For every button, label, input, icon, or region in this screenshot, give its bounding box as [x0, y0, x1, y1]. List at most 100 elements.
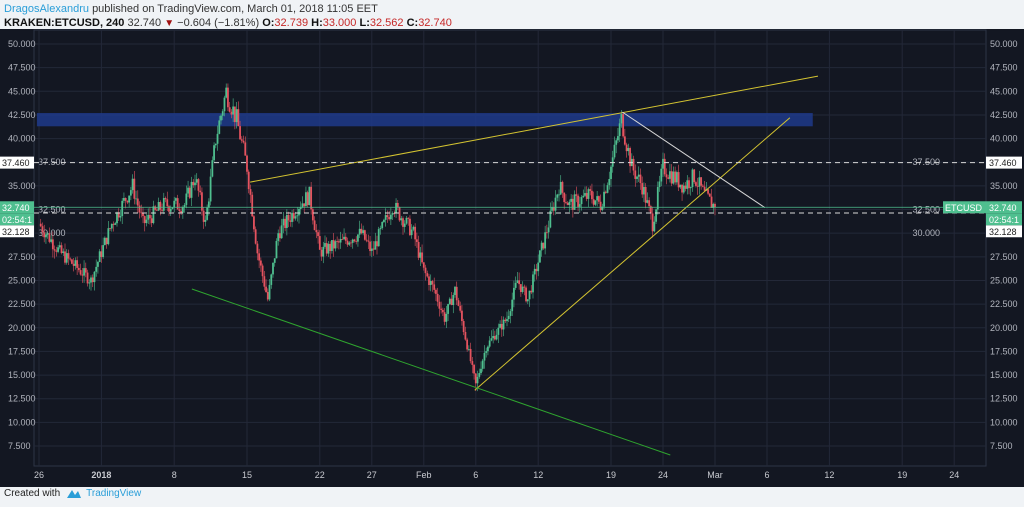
candle-body	[551, 207, 553, 211]
y-tick-label-right: 7.500	[990, 441, 1013, 451]
candle-body	[154, 206, 157, 210]
candle-body	[516, 280, 519, 284]
candle-body	[552, 207, 555, 211]
candle-body	[275, 240, 278, 259]
y-tick-label-right: 15.000	[990, 370, 1018, 380]
candle-body	[485, 351, 488, 353]
candle-body	[681, 184, 683, 193]
candle-body	[294, 216, 297, 219]
candle-body	[39, 223, 42, 227]
candle-body	[414, 226, 417, 240]
candle-body	[648, 200, 651, 207]
candle-body	[454, 286, 456, 296]
candle-body	[272, 262, 274, 275]
candle-body	[133, 178, 136, 199]
author-link[interactable]: DragosAlexandru	[4, 3, 89, 15]
y-tick-label-left: 7.500	[8, 441, 31, 451]
candle-body	[417, 241, 420, 258]
candle-body	[214, 143, 217, 146]
candle-body	[259, 260, 262, 266]
candle-body	[173, 200, 176, 208]
candle-body	[240, 139, 243, 141]
candle-body	[530, 290, 533, 293]
price-chart[interactable]: 50.000 50.000 47.500 47.500 45.000 45.000 42.5…	[0, 29, 1024, 487]
candle-body	[298, 208, 300, 216]
candle-body	[487, 346, 489, 352]
x-tick-label: 15	[242, 470, 252, 480]
candle-body	[249, 189, 252, 195]
candle-body	[554, 197, 557, 211]
candle-body	[396, 202, 399, 208]
candle-body	[157, 201, 160, 211]
price-label-right: 32.128	[989, 227, 1017, 237]
candle-body	[306, 192, 309, 206]
candle-body	[518, 280, 521, 285]
candle-body	[105, 237, 108, 245]
candle-body	[577, 195, 579, 207]
candle-body	[447, 304, 449, 314]
candle-body	[204, 219, 207, 222]
candle-body	[620, 114, 623, 124]
last-price-label-right: 32.740	[989, 203, 1017, 213]
candle-body	[665, 174, 668, 178]
candle-body	[218, 120, 221, 134]
candle-body	[109, 228, 111, 229]
candle-body	[649, 206, 652, 214]
candle-body	[143, 216, 146, 224]
candle-body	[504, 319, 507, 322]
candle-body	[544, 232, 547, 249]
candle-body	[506, 319, 508, 322]
candle-body	[332, 240, 335, 249]
candle-body	[528, 290, 531, 300]
candle-body	[643, 187, 645, 195]
y-tick-label-right: 12.500	[990, 394, 1018, 404]
candle-body	[601, 206, 604, 211]
candle-body	[202, 210, 205, 222]
candle-body	[291, 212, 293, 222]
candle-body	[164, 198, 167, 200]
candle-body	[686, 180, 689, 189]
candle-body	[660, 168, 663, 182]
symbol-tag-bg	[943, 201, 986, 214]
candle-body	[341, 238, 344, 240]
tradingview-link[interactable]: TradingView	[66, 488, 141, 499]
y-tick-label-left: 12.500	[8, 394, 36, 404]
last-price-bg-right	[986, 201, 1022, 214]
candle-body	[395, 202, 397, 214]
candle-body	[655, 209, 657, 222]
candle-body	[402, 218, 404, 227]
chart-canvas[interactable]: 50.000 50.000 47.500 47.500 45.000 45.000 42.5…	[0, 29, 1024, 487]
candle-body	[178, 209, 181, 212]
candle-body	[672, 171, 675, 184]
candle-body	[363, 230, 366, 240]
candle-body	[663, 158, 666, 175]
candle-body	[322, 246, 325, 257]
candle-body	[493, 335, 496, 340]
candle-body	[140, 212, 143, 214]
x-tick-label: 24	[658, 470, 668, 480]
candle-body	[185, 193, 188, 205]
candle-body	[100, 251, 103, 257]
candle-body	[604, 191, 607, 193]
candle-body	[608, 179, 611, 186]
candle-body	[478, 373, 481, 377]
x-tick-label: 19	[606, 470, 616, 480]
candle-body	[700, 177, 703, 186]
candle-body	[123, 198, 125, 201]
candle-body	[142, 212, 144, 217]
close-label: C:	[406, 17, 419, 29]
trend-line	[622, 111, 766, 209]
candle-body	[684, 185, 687, 189]
high-value: 33.000	[322, 17, 357, 29]
candle-body	[239, 126, 241, 140]
y-tick-label-left: 20.000	[8, 323, 36, 333]
candle-body	[168, 206, 170, 212]
candle-body	[51, 239, 54, 250]
candle-body	[556, 194, 559, 198]
candle-body	[95, 266, 98, 272]
candle-body	[521, 286, 524, 293]
candle-body	[519, 284, 522, 293]
candle-body	[91, 277, 94, 283]
down-triangle-icon: ▼	[164, 18, 175, 29]
candle-body	[310, 186, 313, 210]
